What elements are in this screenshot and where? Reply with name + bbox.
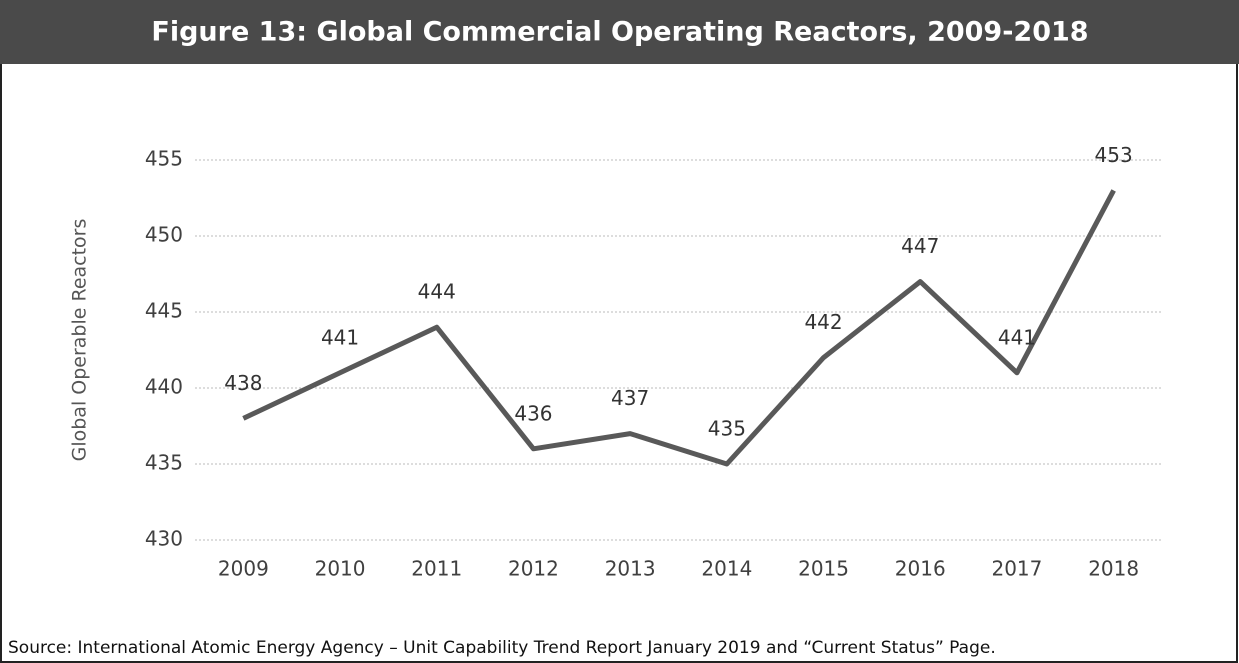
y-tick-label: 440 [145,375,183,399]
x-tick-label: 2015 [798,557,849,581]
data-label: 436 [514,401,552,425]
data-label: 435 [708,417,746,441]
x-tick-label: 2012 [508,557,559,581]
x-tick-label: 2014 [701,557,752,581]
data-label: 453 [1095,143,1133,167]
y-axis-label: Global Operable Reactors [69,219,91,462]
x-tick-label: 2013 [605,557,656,581]
y-tick-label: 430 [145,527,183,551]
data-label: 441 [321,325,359,349]
title-band [0,0,1239,64]
y-tick-label: 450 [145,223,183,247]
data-label: 444 [418,280,456,304]
data-label: 437 [611,386,649,410]
source-note: Source: International Atomic Energy Agen… [8,638,996,658]
y-tick-label: 435 [145,451,183,475]
x-tick-label: 2010 [315,557,366,581]
x-tick-label: 2018 [1088,557,1139,581]
x-tick-label: 2017 [991,557,1042,581]
y-tick-label: 455 [145,147,183,171]
x-tick-label: 2011 [411,557,462,581]
chart-title: Figure 13: Global Commercial Operating R… [151,17,1088,48]
data-line [242,189,1116,467]
data-label: 447 [901,234,939,258]
x-tick-label: 2009 [218,557,269,581]
data-label: 442 [804,310,842,334]
x-tick-label: 2016 [895,557,946,581]
data-label: 438 [224,371,262,395]
y-tick-label: 445 [145,299,183,323]
data-label: 441 [998,325,1036,349]
